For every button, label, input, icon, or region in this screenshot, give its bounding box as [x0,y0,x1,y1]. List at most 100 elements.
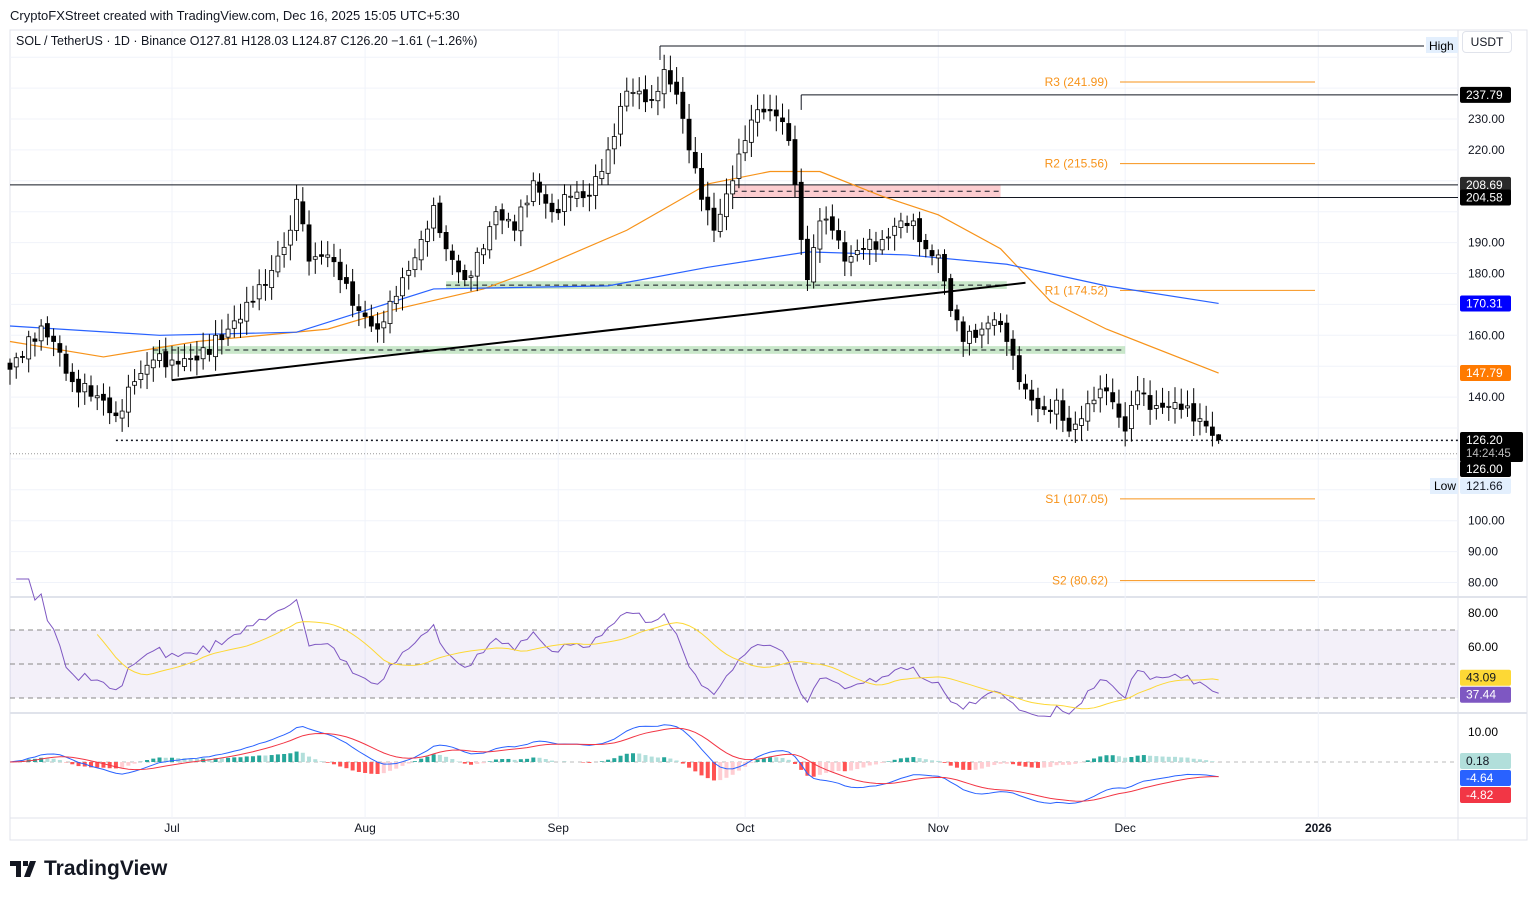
macd-histogram-bar [400,762,405,766]
macd-histogram-bar [531,757,536,762]
sma-50-label: 147.79 [1466,366,1503,380]
macd-histogram-bar [101,762,106,768]
high-tag: High [1429,39,1454,53]
candle-up [213,334,218,358]
macd-histogram-bar [1029,762,1034,768]
macd-histogram-bar [892,759,897,762]
macd-histogram-bar [412,761,417,762]
candle-down [798,181,804,240]
candle-up [1085,403,1091,422]
macd-histogram-bar [207,758,212,762]
candle-up [393,295,399,304]
sma-200-label: 170.31 [1466,296,1503,310]
candle-up [387,300,393,324]
candle-down [443,232,449,250]
candle-up [312,256,318,260]
candle-down [7,362,13,370]
macd-histogram-bar [1017,762,1022,766]
candle-down [1016,355,1022,383]
x-tick-label: Oct [736,821,755,835]
candle-up [661,69,667,95]
macd-histogram-bar [824,762,829,773]
candle-down [773,109,779,117]
candle-down [537,181,542,193]
candle-down [586,194,592,197]
candle-down [107,397,113,414]
macd-histogram-bar [275,754,280,762]
macd-histogram-bar [151,758,156,762]
candle-up [1054,399,1060,415]
candle-down [101,393,106,401]
y-tick-label: 140.00 [1468,390,1505,404]
macd-histogram-bar [761,758,766,762]
tradingview-logo[interactable]: TradingView [10,857,167,881]
candle-down [57,343,63,353]
macd-histogram-bar [768,757,773,762]
candle-down [344,277,349,284]
candle-up [892,225,898,236]
candle-up [400,277,405,297]
candle-up [182,358,187,367]
candle-up [82,383,88,393]
macd-histogram-bar [755,759,760,762]
candle-up [854,250,860,256]
macd-histogram-bar [388,762,393,771]
macd-histogram-bar [313,759,318,762]
macd-histogram-bar [662,757,667,762]
level-204-label: 204.58 [1466,191,1503,205]
macd-histogram-bar [294,751,299,762]
candle-up [125,386,131,413]
candle-up [1079,418,1084,426]
chart-credit: CryptoFXStreet created with TradingView.… [10,8,460,23]
ascending-trendline [171,281,1026,382]
candle-down [649,99,655,101]
macd-histogram-bar [550,760,555,762]
candle-up [574,191,580,199]
candle-down [76,378,81,393]
candle-down [699,167,704,200]
pivot-label: S1 (107.05) [1045,492,1108,506]
macd-histogram-bar [1116,756,1121,762]
candle-up [1129,405,1134,430]
candle-up [630,91,636,94]
macd-histogram-bar [1092,758,1097,762]
macd-histogram-bar [774,757,779,762]
macd-histogram-bar [331,762,336,765]
macd-histogram-bar [1204,760,1209,762]
macd-histogram-bar [1011,762,1016,765]
level-204-label-bg [1460,189,1511,206]
currency-selector[interactable]: USDT [1462,31,1512,53]
candle-down [780,117,785,123]
macd-histogram-bar [1129,756,1134,762]
candle-down [331,257,337,263]
candle-down [337,261,343,281]
candle-up [225,328,231,338]
macd-histogram-bar [961,762,966,770]
candle-up [724,193,729,218]
candle-down [549,202,555,213]
macd-histogram-bar [643,755,648,762]
low-label-bg [1460,478,1511,494]
macd-histogram-bar [543,758,548,762]
macd-histogram-bar [668,758,673,762]
candle-up [655,90,661,102]
candle-down [1110,392,1116,403]
macd-histogram-bar [250,756,255,762]
candle-down [449,250,455,260]
candle-down [306,224,312,262]
candle-down [512,221,518,231]
macd-histogram-bar [992,762,997,766]
pivot-label: S2 (80.62) [1052,574,1108,588]
macd-histogram-bar [500,759,505,762]
candle-down [356,306,362,311]
macd-histogram-bar [693,762,698,772]
macd-histogram-bar [1067,762,1072,765]
rsi-value-label-bg [1460,686,1511,703]
signal-value-label: -4.82 [1466,788,1494,802]
candle-up [425,228,430,242]
candle-up [611,136,617,150]
candle-up [742,140,748,154]
macd-histogram-bar [680,762,685,764]
candle-down [786,123,792,142]
